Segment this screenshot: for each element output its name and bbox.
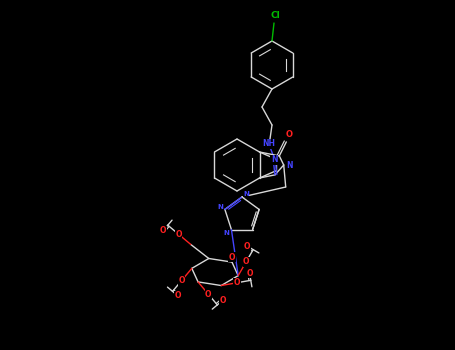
Text: O: O [244,241,250,251]
Text: O: O [220,296,226,305]
Text: N: N [287,161,293,169]
Text: O: O [229,253,235,261]
Text: O: O [243,257,249,266]
Text: Cl: Cl [270,12,280,21]
Text: O: O [178,276,185,285]
Text: N: N [271,155,277,164]
Text: O: O [246,269,253,278]
Text: NH: NH [263,140,275,148]
Text: N: N [223,230,229,236]
Text: O: O [286,131,293,139]
Text: O: O [205,290,212,299]
Text: O: O [234,278,240,287]
Text: N: N [243,191,249,197]
Text: N: N [217,204,223,210]
Text: O: O [175,292,181,301]
Text: O: O [175,230,182,239]
Text: O: O [160,226,167,235]
